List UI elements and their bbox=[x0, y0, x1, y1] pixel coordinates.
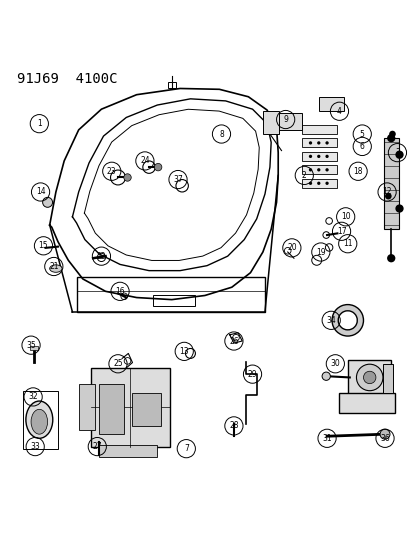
Circle shape bbox=[325, 168, 328, 172]
Text: 6: 6 bbox=[359, 142, 364, 151]
Bar bbox=[383, 138, 398, 229]
Bar bbox=[23, 391, 58, 449]
Text: 20: 20 bbox=[286, 244, 296, 252]
Text: 25: 25 bbox=[113, 359, 123, 368]
Circle shape bbox=[321, 372, 330, 381]
Bar bbox=[301, 152, 337, 161]
Text: 14: 14 bbox=[36, 188, 45, 197]
Bar bbox=[266, 114, 301, 130]
Text: 35: 35 bbox=[26, 341, 36, 350]
Bar bbox=[318, 97, 343, 111]
Circle shape bbox=[394, 151, 403, 159]
Text: 18: 18 bbox=[353, 167, 362, 176]
Bar bbox=[262, 111, 279, 134]
Ellipse shape bbox=[31, 409, 47, 434]
Text: 19: 19 bbox=[315, 247, 325, 256]
Circle shape bbox=[325, 182, 328, 185]
Bar bbox=[382, 364, 392, 393]
Circle shape bbox=[325, 141, 328, 144]
Circle shape bbox=[316, 141, 320, 144]
Circle shape bbox=[308, 141, 311, 144]
Text: 33: 33 bbox=[30, 442, 40, 451]
Text: 15: 15 bbox=[38, 241, 48, 251]
Text: 28: 28 bbox=[229, 422, 238, 430]
Bar bbox=[301, 139, 337, 148]
Circle shape bbox=[384, 193, 391, 199]
Bar bbox=[301, 165, 337, 174]
Text: 36: 36 bbox=[379, 434, 389, 443]
Text: 10: 10 bbox=[340, 212, 350, 221]
Bar bbox=[78, 384, 95, 430]
Circle shape bbox=[386, 134, 394, 142]
Bar bbox=[99, 384, 124, 434]
Text: 11: 11 bbox=[342, 239, 351, 248]
Bar bbox=[132, 393, 161, 426]
Text: 16: 16 bbox=[115, 287, 125, 296]
Ellipse shape bbox=[26, 401, 53, 438]
Text: 5: 5 bbox=[359, 130, 364, 139]
Text: 26: 26 bbox=[228, 336, 238, 345]
Text: 1: 1 bbox=[37, 119, 42, 128]
Text: 4: 4 bbox=[336, 107, 341, 116]
Text: 12: 12 bbox=[382, 188, 391, 197]
Circle shape bbox=[308, 155, 311, 158]
Circle shape bbox=[154, 164, 161, 171]
Bar bbox=[301, 179, 337, 188]
Circle shape bbox=[363, 372, 375, 384]
Circle shape bbox=[308, 182, 311, 185]
Text: 91J69  4100C: 91J69 4100C bbox=[17, 72, 117, 86]
Bar bbox=[99, 445, 157, 457]
Text: 7: 7 bbox=[183, 444, 188, 453]
Text: 37: 37 bbox=[173, 175, 183, 184]
Ellipse shape bbox=[50, 265, 62, 272]
Circle shape bbox=[388, 131, 395, 138]
Circle shape bbox=[356, 364, 382, 391]
Bar bbox=[347, 360, 390, 395]
Text: 34: 34 bbox=[325, 316, 335, 325]
Text: 21: 21 bbox=[49, 262, 58, 271]
Text: 31: 31 bbox=[321, 434, 331, 443]
Circle shape bbox=[308, 168, 311, 172]
Bar bbox=[30, 346, 38, 350]
Bar bbox=[91, 368, 169, 447]
Circle shape bbox=[316, 155, 320, 158]
Text: 30: 30 bbox=[330, 359, 339, 368]
Text: 2: 2 bbox=[301, 171, 306, 180]
Circle shape bbox=[316, 182, 320, 185]
Text: 13: 13 bbox=[179, 347, 189, 356]
Bar bbox=[167, 82, 176, 88]
Text: 27: 27 bbox=[92, 442, 102, 451]
Bar bbox=[339, 393, 394, 414]
Circle shape bbox=[379, 429, 389, 439]
Text: 17: 17 bbox=[336, 227, 346, 236]
Text: 22: 22 bbox=[97, 252, 106, 261]
Text: 9: 9 bbox=[282, 115, 287, 124]
Text: 3: 3 bbox=[394, 148, 399, 157]
Text: 29: 29 bbox=[247, 370, 257, 378]
Circle shape bbox=[325, 155, 328, 158]
Bar bbox=[76, 277, 264, 312]
Text: 32: 32 bbox=[28, 392, 38, 401]
Circle shape bbox=[386, 254, 394, 262]
Text: 8: 8 bbox=[218, 130, 223, 139]
Bar bbox=[153, 295, 194, 306]
Circle shape bbox=[316, 168, 320, 172]
Bar bbox=[301, 125, 337, 134]
Text: 23: 23 bbox=[107, 167, 116, 176]
Text: 24: 24 bbox=[140, 156, 150, 165]
Circle shape bbox=[43, 197, 52, 207]
Circle shape bbox=[394, 204, 403, 213]
Circle shape bbox=[123, 174, 131, 181]
